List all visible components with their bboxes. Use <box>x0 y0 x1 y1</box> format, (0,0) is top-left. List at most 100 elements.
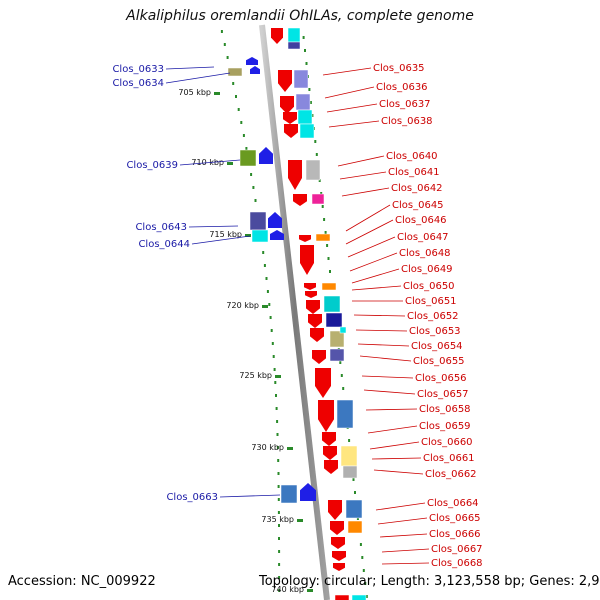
track-dot <box>271 342 274 345</box>
right-gene-label: Clos_0653 <box>409 326 461 337</box>
right-gene-label: Clos_0645 <box>392 200 444 211</box>
reverse-gene-arrow <box>315 368 331 398</box>
right-gene-label: Clos_0650 <box>403 281 455 292</box>
reverse-gene-arrow <box>330 521 344 535</box>
right-label-connector <box>363 389 416 395</box>
right-gene-label: Clos_0657 <box>417 389 469 400</box>
right-label-connector <box>341 187 390 197</box>
reverse-gene-arrow <box>324 460 338 474</box>
track-dot <box>340 374 343 377</box>
right-gene-label: Clos_0638 <box>381 116 433 127</box>
right-label-connector <box>357 343 410 347</box>
gene-block <box>251 229 269 243</box>
track-dot <box>275 407 278 410</box>
right-label-connector <box>379 533 428 538</box>
right-label-connector <box>367 425 418 434</box>
gene-block <box>299 123 315 139</box>
left-gene-label: Clos_0634 <box>112 78 164 89</box>
accession-text: Accession: NC_009922 <box>8 574 156 589</box>
forward-gene-arrow <box>300 483 316 501</box>
reverse-gene-arrow <box>283 112 297 124</box>
track-dot <box>278 550 281 553</box>
right-gene-label: Clos_0649 <box>401 264 453 275</box>
gene-block <box>315 233 331 242</box>
tick-mark <box>227 162 233 165</box>
gene-block <box>334 594 350 600</box>
right-label-connector <box>349 252 398 272</box>
right-gene-label: Clos_0647 <box>397 232 449 243</box>
track-dot <box>348 439 351 442</box>
gene-labels: Clos_0633 Clos_0634 Clos_0639 Clos_0643 Clos… <box>112 63 482 569</box>
left-gene-label: Clos_0643 <box>135 222 187 233</box>
tick-label: 740 kbp <box>271 585 304 594</box>
track-dot <box>309 101 312 104</box>
right-gene-label: Clos_0654 <box>411 341 463 352</box>
right-gene-label: Clos_0660 <box>421 437 473 448</box>
track-dot <box>242 134 245 137</box>
track-dot <box>275 394 277 397</box>
right-label-connector <box>369 441 420 450</box>
track-dot <box>274 381 277 384</box>
reverse-gene-arrow <box>300 245 314 275</box>
track-dot <box>321 205 324 208</box>
right-gene-label: Clos_0635 <box>373 63 425 74</box>
right-label-connector <box>337 155 385 167</box>
left-label-connector <box>165 66 215 70</box>
left-gene-label: Clos_0663 <box>166 492 218 503</box>
tick-mark <box>297 519 303 522</box>
track-dot <box>232 82 235 85</box>
right-gene-label: Clos_0640 <box>386 151 438 162</box>
forward-gene-arrow <box>246 57 258 65</box>
track-dot <box>365 595 368 598</box>
track-dot <box>302 36 305 39</box>
track-dot <box>276 446 279 449</box>
track-dot <box>223 43 226 46</box>
reverse-gene-arrow <box>278 70 292 92</box>
gene-block <box>239 149 257 167</box>
track-dot <box>266 290 269 293</box>
right-gene-label: Clos_0642 <box>391 183 443 194</box>
gene-block <box>351 594 367 600</box>
tick-mark <box>275 375 281 378</box>
tick-mark <box>214 92 220 95</box>
right-label-connector <box>381 562 430 565</box>
right-gene-label: Clos_0636 <box>376 82 428 93</box>
right-gene-label: Clos_0651 <box>405 296 457 307</box>
right-label-connector <box>381 548 430 553</box>
tick-mark <box>307 589 313 592</box>
track-dot <box>323 218 326 221</box>
track-dot <box>324 231 327 234</box>
track-dot <box>278 524 280 527</box>
right-gene-label: Clos_0667 <box>431 544 483 555</box>
gene-block <box>329 330 345 348</box>
right-label-connector <box>371 457 422 460</box>
reverse-gene-arrow <box>331 537 345 549</box>
track-dot <box>359 543 362 546</box>
reverse-gene-arrow <box>323 446 337 460</box>
right-label-connector <box>351 285 402 291</box>
track-dot <box>276 433 279 436</box>
right-gene-label: Clos_0648 <box>399 248 451 259</box>
gene-block <box>342 465 358 479</box>
gene-block <box>323 295 341 313</box>
track-dot <box>276 420 279 423</box>
reverse-gene-arrow <box>306 300 320 314</box>
right-gene-label: Clos_0659 <box>419 421 471 432</box>
track-dot <box>364 582 367 585</box>
right-label-connector <box>353 314 406 317</box>
track-dot <box>265 277 268 280</box>
right-label-connector <box>361 375 414 379</box>
gene-block <box>329 348 345 362</box>
track-dot <box>352 478 355 481</box>
track-dot <box>304 49 306 52</box>
left-label-connector <box>165 72 231 84</box>
gene-block <box>249 211 267 231</box>
gene-block <box>305 159 321 181</box>
track-dot <box>361 556 364 559</box>
right-label-connector <box>347 236 396 258</box>
track-dot <box>278 537 280 540</box>
tick-label: 720 kbp <box>226 301 259 310</box>
reverse-gene-arrow <box>280 96 294 114</box>
